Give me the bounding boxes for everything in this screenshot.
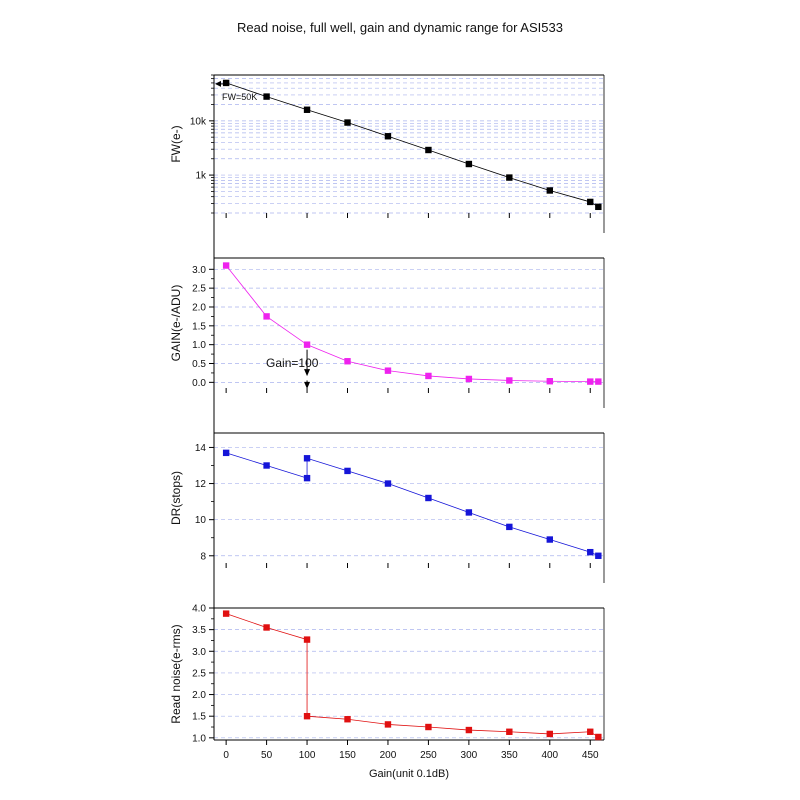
data-point: [595, 378, 602, 385]
data-point: [425, 723, 432, 731]
data-point: [344, 358, 351, 365]
y-tick-label: 12: [195, 479, 207, 490]
y-tick-label: 1.0: [192, 733, 206, 744]
data-point: [587, 198, 594, 206]
data-point: [587, 548, 594, 556]
x-tick-label: 150: [339, 750, 356, 761]
y-axis-label: FW(e-): [169, 125, 183, 162]
data-point: [384, 480, 392, 487]
y-axis-label: Read noise(e-rms): [169, 624, 183, 723]
y-tick-label: 8: [200, 551, 206, 562]
data-point: [263, 313, 270, 320]
data-point: [303, 474, 311, 482]
y-tick-label: 10: [195, 515, 207, 526]
data-point: [425, 494, 432, 502]
chart-panel-2: 0.0 0.5 1.0 1.5 2.0 2.5 3.0 GAIN(e-/ADU) Gain=10…: [169, 213, 605, 433]
data-point: [263, 93, 270, 100]
x-tick-label: 0: [223, 750, 229, 761]
y-tick-label: 14: [195, 443, 207, 454]
arrow-head: [304, 381, 311, 389]
y-axis-label: GAIN(e-/ADU): [169, 285, 183, 362]
series-line: [226, 82, 599, 208]
y-tick-label: 3.0: [192, 647, 206, 658]
y-tick-label: 1.0: [192, 340, 206, 351]
data-point: [263, 624, 270, 631]
data-point: [222, 79, 230, 87]
x-tick-label: 200: [380, 750, 397, 761]
y-tick-label: 2.5: [192, 668, 206, 679]
y-axis-label: DR(stops): [169, 471, 183, 525]
y-tick-label: 1.5: [192, 712, 206, 723]
chart-panel-3: 8 10 12 14 DR(stops): [169, 388, 605, 608]
data-point: [222, 449, 230, 457]
x-tick-label: 450: [582, 750, 599, 761]
chart-title: Read noise, full well, gain and dynamic …: [237, 20, 563, 35]
x-axis-label: Gain(unit 0.1dB): [369, 768, 449, 780]
y-tick-label: 10k: [190, 116, 207, 127]
chart-panel-4: 0 50 100 150 200 250 300 350 400 450 Gain(unit 0.1…: [169, 563, 605, 780]
data-point: [303, 636, 311, 643]
data-point: [546, 187, 553, 194]
y-tick-label: 0.0: [192, 378, 206, 389]
data-point: [587, 728, 594, 735]
y-tick-label: 1k: [195, 171, 207, 182]
data-point: [303, 455, 311, 462]
data-point: [344, 467, 351, 475]
arrow-head: [304, 369, 311, 377]
annotation-label: Gain=100: [266, 356, 319, 370]
y-tick-label: 3.0: [192, 265, 206, 276]
x-tick-label: 50: [261, 750, 273, 761]
chart-panel-1: 1k 10k FW(e-) FW=50K: [169, 74, 605, 258]
data-point: [263, 462, 270, 469]
data-point: [587, 378, 594, 385]
y-tick-label: 2.0: [192, 302, 206, 313]
data-point: [465, 160, 473, 168]
data-point: [303, 106, 311, 113]
y-tick-label: 2.0: [192, 690, 206, 701]
y-tick-label: 1.5: [192, 321, 206, 332]
data-point: [546, 730, 553, 738]
data-point: [425, 372, 432, 380]
data-point: [506, 377, 513, 384]
data-point: [465, 726, 473, 734]
data-point: [384, 721, 392, 728]
x-tick-label: 100: [299, 750, 316, 761]
data-point: [222, 610, 230, 617]
series-line: [226, 452, 599, 557]
data-point: [546, 378, 553, 385]
x-tick-label: 350: [501, 750, 518, 761]
data-point: [506, 174, 513, 181]
x-tick-label: 250: [420, 750, 437, 761]
data-point: [425, 146, 432, 154]
data-point: [595, 203, 602, 211]
data-point: [595, 552, 602, 559]
arrow-head: [215, 80, 221, 87]
data-point: [546, 536, 553, 543]
data-point: [384, 367, 392, 374]
y-tick-label: 0.5: [192, 359, 206, 370]
y-tick-label: 3.5: [192, 625, 206, 636]
data-point: [222, 262, 230, 269]
data-point: [344, 119, 351, 126]
data-point: [303, 341, 311, 348]
data-point: [384, 133, 392, 140]
y-tick-label: 4.0: [192, 604, 206, 615]
data-point: [506, 523, 513, 531]
data-point: [303, 712, 311, 720]
y-tick-label: 2.5: [192, 284, 206, 295]
x-tick-label: 400: [541, 750, 558, 761]
annotation-label: FW=50K: [222, 92, 257, 102]
data-point: [595, 733, 602, 741]
data-point: [465, 375, 473, 383]
data-point: [465, 509, 473, 516]
data-point: [344, 716, 351, 723]
x-tick-label: 300: [461, 750, 478, 761]
data-point: [506, 728, 513, 735]
series-line: [226, 613, 599, 738]
